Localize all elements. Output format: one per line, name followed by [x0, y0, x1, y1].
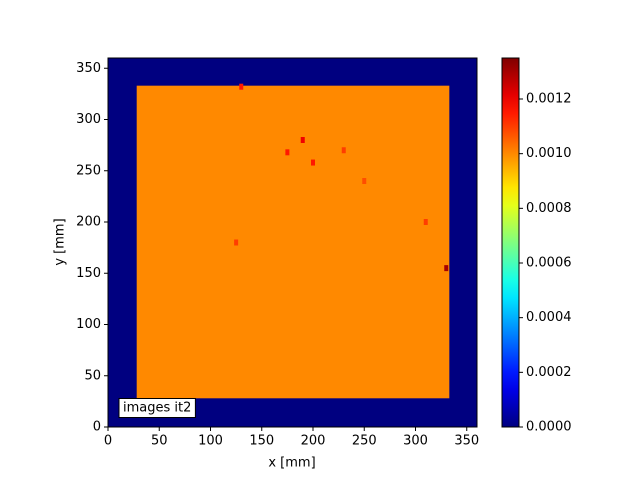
- x-tick-label: 100: [198, 434, 223, 449]
- y-tick-label: 300: [76, 112, 101, 127]
- heat-region: [136, 85, 450, 399]
- y-tick-label: 0: [93, 420, 101, 435]
- x-tick-label: 300: [403, 434, 428, 449]
- x-tick-label: 150: [249, 434, 274, 449]
- y-tick-label: 50: [84, 368, 101, 383]
- heat-spot: [234, 239, 239, 246]
- y-tick-label: 200: [76, 215, 101, 230]
- colorbar-tick-label: 0.0008: [526, 201, 572, 216]
- y-tick-label: 350: [76, 61, 101, 76]
- annotation: images it2: [123, 401, 191, 416]
- y-axis-label: y [mm]: [53, 218, 68, 265]
- colorbar: [501, 57, 520, 428]
- x-tick-label: 250: [352, 434, 377, 449]
- x-tick-label: 350: [454, 434, 479, 449]
- axes-frame: [107, 57, 478, 428]
- heat-spot: [423, 219, 428, 225]
- colorbar-tick-label: 0.0002: [526, 365, 572, 380]
- heat-spot: [285, 149, 290, 156]
- heat-spot: [311, 159, 315, 166]
- heat-spot: [300, 137, 305, 143]
- colorbar-tick-label: 0.0010: [526, 146, 572, 161]
- heat-spot: [362, 178, 367, 184]
- plot-area: [108, 58, 477, 427]
- colorbar-tick-label: 0.0000: [526, 420, 572, 435]
- x-tick-label: 0: [104, 434, 112, 449]
- colorbar-tick-label: 0.0006: [526, 256, 572, 271]
- heat-spot: [341, 147, 346, 154]
- x-tick-label: 50: [151, 434, 168, 449]
- colorbar-tick-label: 0.0004: [526, 310, 572, 325]
- y-tick-label: 250: [76, 163, 101, 178]
- x-tick-label: 200: [301, 434, 326, 449]
- y-tick-label: 100: [76, 317, 101, 332]
- x-axis-label: x [mm]: [268, 456, 315, 471]
- heat-spot: [444, 265, 449, 272]
- heat-spot: [239, 83, 244, 90]
- colorbar-tick-label: 0.0012: [526, 92, 572, 107]
- y-tick-label: 150: [76, 266, 101, 281]
- annotation-box: [118, 398, 196, 418]
